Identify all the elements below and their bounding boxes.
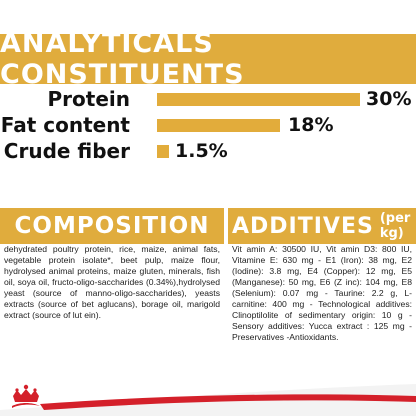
- analytical-constituents-banner: ANALYTICALS CONSTITUENTS: [0, 28, 416, 90]
- column-divider: [226, 244, 227, 348]
- footer-swoosh: [0, 384, 416, 416]
- crude-fiber-label: Crude fiber: [3, 139, 130, 163]
- composition-title: COMPOSITION: [14, 213, 210, 239]
- crude-fiber-bar: [157, 145, 169, 158]
- fat-content-row: Fat content 18%: [0, 112, 416, 138]
- protein-value: 30%: [366, 88, 412, 110]
- crude-fiber-row: Crude fiber 1.5%: [0, 138, 416, 164]
- additives-unit: (per kg): [379, 211, 411, 241]
- protein-bar: [157, 93, 360, 106]
- additives-title: ADDITIVES: [232, 213, 374, 239]
- composition-text: dehydrated poultry protein, rice, maize,…: [4, 244, 220, 320]
- fat-content-value: 18%: [288, 114, 334, 136]
- royal-canin-crown-logo: [12, 384, 40, 408]
- fat-content-bar: [157, 119, 280, 132]
- protein-label: Protein: [47, 87, 130, 111]
- additives-header: ADDITIVES (per kg): [228, 208, 416, 244]
- fat-content-label: Fat content: [0, 113, 130, 137]
- crude-fiber-value: 1.5%: [175, 140, 228, 162]
- composition-header: COMPOSITION: [0, 208, 224, 244]
- additives-text: Vit amin A: 30500 IU, Vit amin D3: 800 I…: [232, 244, 412, 342]
- analytical-title: ANALYTICALS CONSTITUENTS: [0, 28, 245, 90]
- protein-row: Protein 30%: [0, 86, 416, 112]
